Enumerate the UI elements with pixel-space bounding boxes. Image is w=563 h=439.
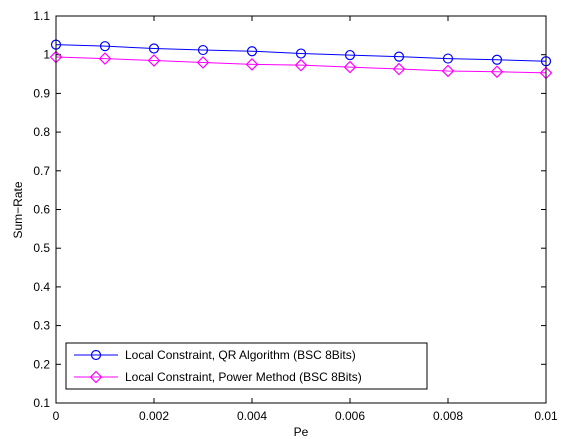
data-point	[441, 64, 455, 78]
x-tick-label: 0.002	[139, 409, 169, 423]
data-point	[148, 43, 160, 54]
data-point	[491, 54, 503, 65]
y-tick-label: 0.4	[33, 280, 50, 294]
data-point	[98, 52, 112, 65]
y-axis-label: Sum−Rate	[11, 181, 25, 238]
data-point	[490, 65, 504, 79]
x-tick-label: 0.006	[335, 409, 365, 423]
legend-item: Local Constraint, Power Method (BSC 8Bit…	[74, 370, 362, 384]
plot-area	[56, 16, 546, 403]
data-point	[343, 60, 357, 74]
series-line	[55, 44, 547, 62]
legend-item: Local Constraint, QR Algorithm (BSC 8Bit…	[74, 348, 356, 362]
series-line	[55, 56, 547, 74]
legend-marker	[89, 370, 103, 384]
data-point	[196, 56, 210, 69]
y-tick-label: 1	[43, 48, 50, 62]
data-point	[392, 62, 406, 76]
y-tick-label: 1.1	[33, 9, 50, 23]
legend-label: Local Constraint, Power Method (BSC 8Bit…	[125, 370, 362, 384]
data-point	[246, 46, 258, 57]
y-tick-label: 0.6	[33, 203, 50, 217]
data-point	[197, 44, 209, 56]
x-tick-label: 0	[53, 409, 60, 423]
y-tick-label: 0.3	[33, 319, 50, 333]
series-2	[49, 50, 553, 80]
legend-label: Local Constraint, QR Algorithm (BSC 8Bit…	[125, 348, 356, 362]
y-tick-label: 0.8	[33, 125, 50, 139]
x-tick-label: 0.008	[433, 409, 463, 423]
legend: Local Constraint, QR Algorithm (BSC 8Bit…	[65, 342, 428, 390]
legend-box	[65, 342, 428, 390]
data-point	[442, 53, 454, 64]
data-point	[294, 58, 308, 72]
data-point	[393, 51, 405, 62]
data-point	[295, 48, 307, 59]
y-tick-label: 0.2	[33, 357, 50, 371]
y-tick-label: 0.7	[33, 164, 50, 178]
data-point	[245, 58, 259, 71]
data-point	[99, 41, 111, 52]
y-tick-label: 0.9	[33, 86, 50, 100]
series-layer	[49, 39, 553, 80]
legend-marker	[90, 349, 102, 361]
plot-frame	[55, 15, 547, 404]
y-tick-label: 0.5	[33, 241, 50, 255]
data-point	[147, 54, 161, 67]
x-axis-label: Pe	[294, 425, 309, 439]
x-tick-label: 0.004	[237, 409, 267, 423]
series-1	[50, 39, 552, 67]
y-tick-label: 0.1	[33, 396, 50, 410]
data-point	[344, 49, 356, 61]
axis-ticks: 0 0.002 0.004 0.006 0.008 0.01 0.1 0.2 0.3 0.4 0.5…	[33, 9, 558, 423]
x-tick-label: 0.01	[534, 409, 558, 423]
